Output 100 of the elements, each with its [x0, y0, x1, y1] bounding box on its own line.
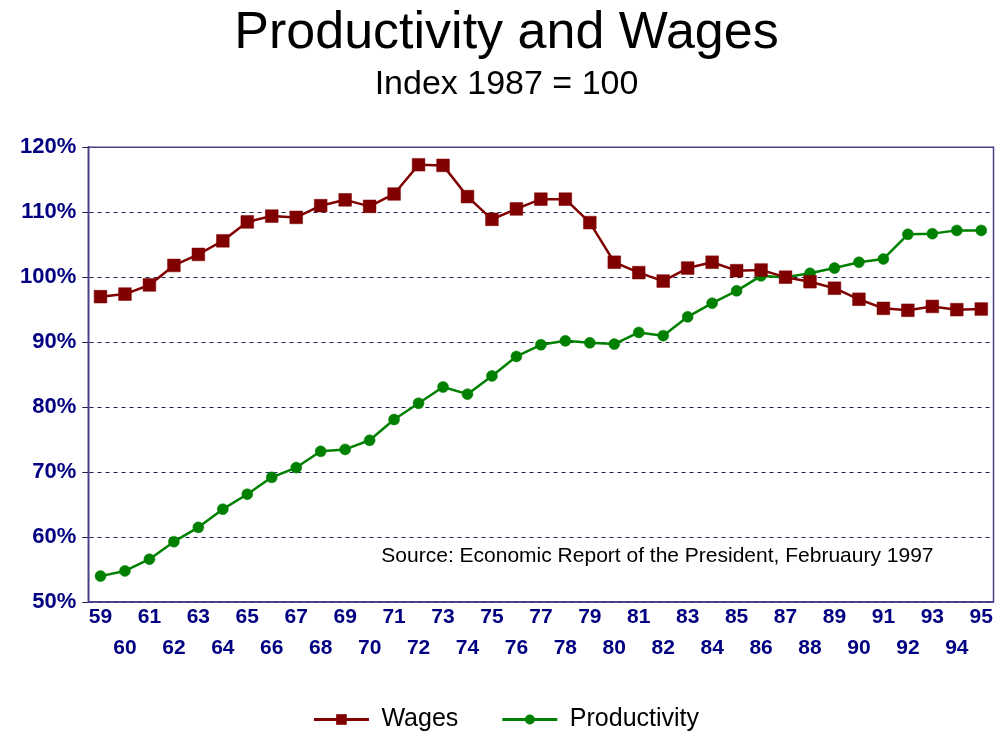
x-tick-label: 66 [260, 634, 284, 658]
point [217, 503, 229, 515]
point [314, 199, 328, 213]
point [436, 158, 450, 173]
x-tick-label: 76 [504, 634, 529, 658]
x-tick-label: 61 [137, 604, 162, 628]
x-tick-label: 79 [578, 604, 602, 628]
x-tick-label: 72 [406, 634, 431, 658]
point [730, 264, 744, 278]
point [681, 261, 695, 275]
y-tick-label: 100% [19, 263, 77, 289]
y-tick-label: 90% [32, 328, 77, 354]
x-tick-label: 75 [480, 604, 504, 628]
x-tick-label: 62 [162, 634, 186, 658]
x-tick-label: 74 [455, 634, 480, 658]
point [975, 224, 988, 237]
x-tick-label: 89 [822, 604, 847, 628]
point [853, 256, 865, 268]
y-tick-label: 120% [19, 133, 77, 159]
x-tick-label: 64 [211, 634, 235, 658]
legend-label: Wages [381, 703, 459, 732]
x-tick-label: 83 [676, 604, 700, 628]
point [143, 553, 156, 565]
point [388, 413, 400, 426]
point [509, 202, 524, 216]
x-tick-label: 63 [186, 604, 211, 628]
point [363, 199, 377, 213]
point [412, 397, 425, 409]
x-tick-label: 67 [284, 604, 308, 628]
point [681, 311, 694, 323]
x-tick-label: 85 [724, 604, 749, 628]
point [583, 215, 597, 230]
point [485, 212, 499, 226]
point [828, 262, 841, 274]
point [926, 227, 939, 240]
x-tick-label: 69 [333, 604, 357, 628]
point [216, 234, 230, 248]
point [974, 302, 988, 316]
legend-label: Productivity [569, 703, 700, 732]
point [240, 215, 254, 229]
x-tick-label: 60 [113, 634, 137, 658]
y-tick-label: 50% [32, 588, 77, 614]
x-tick-label: 68 [309, 634, 333, 658]
y-tick-label: 110% [21, 198, 77, 224]
x-tick-label: 84 [700, 634, 725, 658]
point [584, 337, 596, 349]
x-tick-label: 65 [235, 604, 260, 628]
y-tick-label: 60% [32, 523, 77, 549]
point [901, 303, 915, 317]
x-tick-label: 82 [651, 634, 675, 658]
x-tick-label: 88 [798, 634, 823, 658]
x-tick-label: 80 [602, 634, 626, 658]
point [119, 565, 131, 577]
point [852, 292, 866, 306]
point [876, 301, 891, 315]
point [486, 370, 498, 382]
point [535, 339, 547, 351]
y-tick-label: 70% [32, 458, 77, 484]
point [827, 281, 842, 295]
annotation: Source: Economic Report of the President, Februaury 1997 [381, 542, 934, 566]
point [461, 388, 474, 400]
point [460, 189, 475, 204]
x-tick-label: 71 [382, 604, 407, 628]
point [168, 535, 180, 548]
point [265, 209, 279, 223]
point [363, 434, 376, 447]
point [167, 258, 181, 273]
point [437, 381, 449, 393]
point [633, 326, 645, 339]
point [925, 299, 939, 314]
point [950, 303, 964, 317]
point [192, 521, 205, 534]
x-tick-label: 59 [88, 604, 113, 628]
x-tick-label: 86 [749, 634, 773, 658]
point [510, 350, 523, 363]
point [608, 338, 621, 350]
x-tick-label: 87 [773, 604, 798, 628]
point [877, 253, 890, 265]
point [94, 570, 107, 582]
point [191, 247, 205, 262]
point [387, 187, 401, 201]
point [289, 210, 303, 224]
point [803, 275, 817, 289]
chart-title: Productivity and Wages [234, 0, 779, 59]
point [339, 443, 351, 456]
point [534, 192, 548, 206]
point [632, 266, 646, 280]
point [338, 193, 352, 207]
x-tick-label: 95 [969, 604, 994, 628]
point [558, 192, 572, 206]
point [93, 290, 108, 304]
point [266, 471, 278, 484]
x-tick-label: 77 [529, 604, 553, 628]
x-tick-label: 92 [896, 634, 920, 658]
x-tick-label: 93 [920, 604, 945, 628]
point [902, 228, 914, 241]
point [607, 255, 621, 269]
point [241, 488, 254, 500]
point [706, 297, 718, 309]
point [705, 255, 719, 269]
